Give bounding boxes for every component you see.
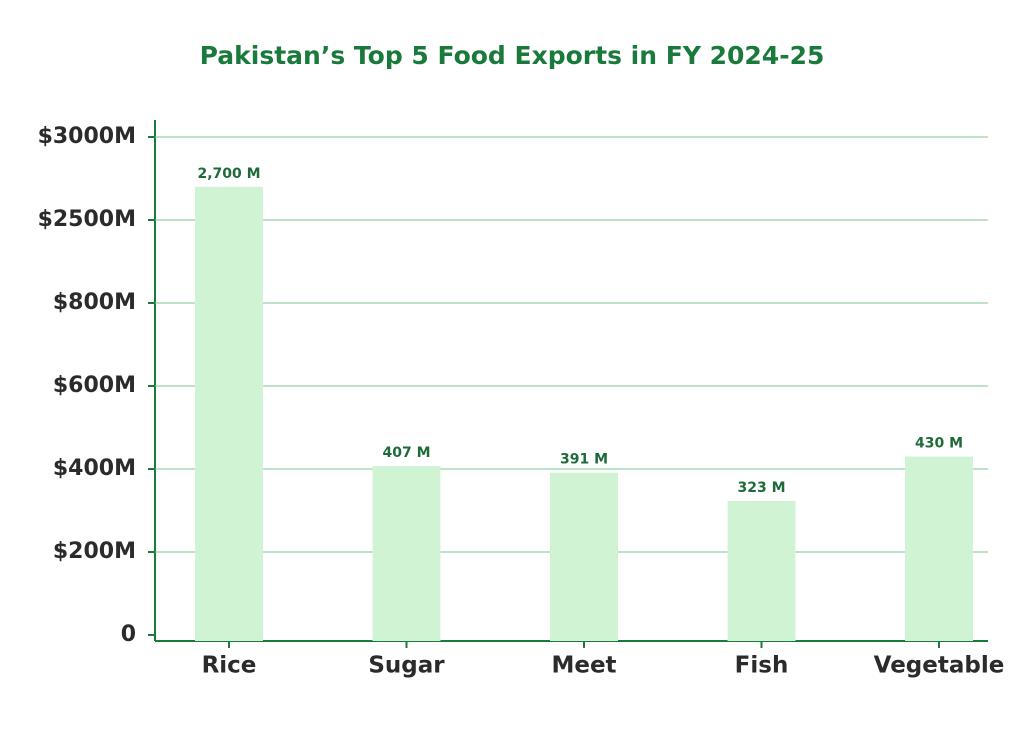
value-label: 430 M [915, 436, 963, 452]
y-tick-label: $800M [53, 290, 136, 315]
value-label: 407 M [382, 445, 430, 461]
bar [372, 466, 441, 641]
bar [550, 472, 618, 641]
x-tick-label: Meet [551, 653, 616, 679]
y-tick-label: $400M [53, 456, 136, 481]
x-tick-label: Sugar [368, 653, 445, 679]
y-tick-label: $600M [53, 373, 136, 398]
x-tick-label: Vegetable [874, 653, 1005, 679]
y-tick-label: 0 [121, 622, 136, 647]
y-tick-label: $2500M [38, 207, 136, 232]
bar [905, 456, 973, 641]
chart-title: Pakistan’s Top 5 Food Exports in FY 2024… [200, 41, 825, 70]
value-label: 391 M [560, 452, 608, 468]
x-tick-label: Rice [202, 653, 257, 679]
x-tick-label: Fish [735, 653, 789, 679]
bar [727, 500, 796, 641]
y-tick-label: $3000M [38, 124, 136, 149]
y-tick-label: $200M [53, 539, 136, 564]
value-label: 323 M [737, 480, 785, 496]
bar [195, 186, 263, 642]
value-label: 2,700 M [197, 166, 260, 182]
